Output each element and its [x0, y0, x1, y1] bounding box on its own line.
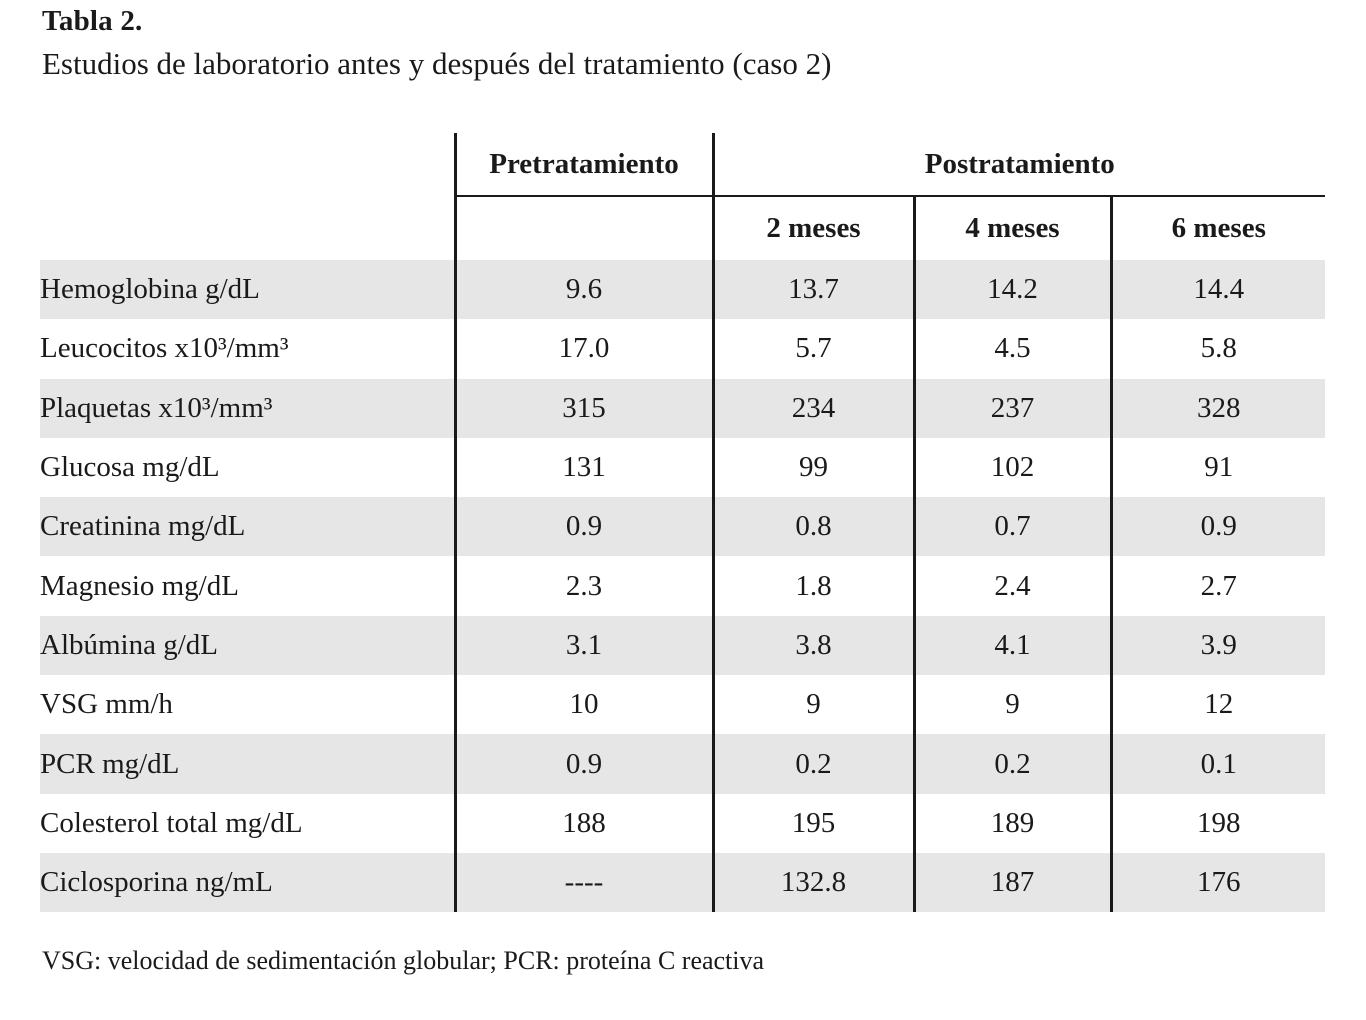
- row-label: Magnesio mg/dL: [40, 556, 457, 616]
- cell-pre: 131: [455, 437, 715, 498]
- header-group-row: Pretratamiento Postratamiento: [40, 133, 1326, 197]
- lab-results-table: Pretratamiento Postratamiento 2 meses 4 …: [40, 133, 1326, 913]
- row-label: Glucosa mg/dL: [40, 437, 457, 498]
- row-label: Plaquetas x10³/mm³: [40, 378, 457, 438]
- cell-6m: 328: [1111, 378, 1326, 438]
- cell-6m: 5.8: [1200, 332, 1237, 365]
- table-row: Glucosa mg/dL 131 99 102 91: [40, 437, 1325, 498]
- cell-pre: 0.9: [455, 497, 715, 557]
- table-row: PCR mg/dL 0.9 0.2 0.2 0.1: [40, 734, 1326, 794]
- cell-6m: 176: [1111, 852, 1326, 913]
- cell-6m: 198: [1197, 806, 1241, 839]
- cell-4m: 102: [914, 437, 1113, 498]
- cell-pre: 17.0: [455, 319, 715, 379]
- table-subtitle: Estudios de laboratorio antes y después …: [42, 46, 832, 81]
- table-row: Plaquetas x10³/mm³ 315 234 237 328: [40, 378, 1326, 438]
- row-label: Leucocitos x10³/mm³: [40, 319, 457, 379]
- cell-4m: 14.2: [914, 260, 1113, 320]
- row-label: Colesterol total mg/dL: [40, 793, 457, 853]
- cell-2m: 234: [713, 378, 916, 438]
- row-label: Hemoglobina g/dL: [40, 260, 457, 320]
- cell-pre: 10: [455, 675, 715, 735]
- row-label: PCR mg/dL: [40, 734, 457, 794]
- row-label: Creatinina mg/dL: [40, 497, 457, 557]
- cell-pre: 2.3: [455, 556, 715, 616]
- subheader-pre-blank-cell: [455, 196, 715, 260]
- cell-4m: 2.4: [914, 556, 1113, 616]
- row-label: Albúmina g/dL: [40, 615, 457, 676]
- cell-4m: 9: [914, 675, 1113, 735]
- table-row: VSG mm/h 10 9 9 12: [40, 675, 1325, 735]
- cell-2m: 13.7: [713, 260, 916, 320]
- cell-pre: 315: [455, 378, 715, 438]
- row-label: Ciclosporina ng/mL: [40, 852, 457, 913]
- header-postratamiento: Postratamiento: [713, 133, 1326, 197]
- header-pretratamiento: Pretratamiento: [455, 133, 715, 197]
- cell-4m: 189: [914, 793, 1113, 853]
- cell-2m: 1.8: [713, 556, 916, 616]
- header-corner-cell: [40, 133, 457, 196]
- cell-4m: 4.1: [914, 615, 1113, 676]
- cell-pre: 9.6: [455, 260, 715, 320]
- cell-4m: 237: [914, 378, 1113, 438]
- cell-6m: 0.9: [1111, 497, 1326, 557]
- table-row: Ciclosporina ng/mL ---- 132.8 187 176: [40, 852, 1326, 913]
- cell-4m: 4.5: [914, 319, 1113, 379]
- cell-6m: 3.9: [1111, 615, 1326, 676]
- subheader-2-meses: 2 meses: [713, 196, 916, 260]
- cell-2m: 0.8: [713, 497, 916, 557]
- cell-2m: 9: [713, 675, 916, 735]
- cell-6m: 2.7: [1200, 569, 1237, 602]
- table-footnote: VSG: velocidad de sedimentación globular…: [42, 946, 765, 975]
- cell-pre: ----: [455, 852, 715, 913]
- cell-pre: 3.1: [455, 615, 715, 676]
- table-body: Hemoglobina g/dL 9.6 13.7 14.2 14.4 Leuc…: [40, 260, 1326, 913]
- row-label: VSG mm/h: [40, 675, 457, 735]
- cell-6m: 12: [1204, 688, 1234, 721]
- cell-2m: 132.8: [713, 852, 916, 913]
- cell-6m: 91: [1204, 451, 1234, 484]
- table-title: Tabla 2.: [42, 5, 143, 37]
- cell-4m: 0.7: [914, 497, 1113, 557]
- cell-6m: 0.1: [1111, 734, 1326, 794]
- cell-4m: 187: [914, 852, 1113, 913]
- cell-2m: 99: [713, 437, 916, 498]
- table-row: Hemoglobina g/dL 9.6 13.7 14.2 14.4: [40, 260, 1326, 320]
- table-row: Leucocitos x10³/mm³ 17.0 5.7 4.5 5.8: [40, 319, 1325, 379]
- header-sub-row: 2 meses 4 meses 6 meses: [40, 196, 1325, 260]
- subheader-6-meses: 6 meses: [1171, 212, 1266, 244]
- cell-pre: 188: [455, 793, 715, 853]
- table-row: Magnesio mg/dL 2.3 1.8 2.4 2.7: [40, 556, 1325, 616]
- cell-pre: 0.9: [455, 734, 715, 794]
- cell-6m: 14.4: [1111, 260, 1326, 320]
- cell-4m: 0.2: [914, 734, 1113, 794]
- subheader-corner-cell: [40, 196, 457, 260]
- cell-2m: 3.8: [713, 615, 916, 676]
- cell-2m: 195: [713, 793, 916, 853]
- table-row: Creatinina mg/dL 0.9 0.8 0.7 0.9: [40, 497, 1326, 557]
- table-header: Pretratamiento Postratamiento 2 meses 4 …: [40, 133, 1326, 260]
- subheader-4-meses: 4 meses: [914, 196, 1113, 260]
- table-row: Albúmina g/dL 3.1 3.8 4.1 3.9: [40, 615, 1326, 676]
- cell-2m: 5.7: [713, 319, 916, 379]
- cell-2m: 0.2: [713, 734, 916, 794]
- table-row: Colesterol total mg/dL 188 195 189 198: [40, 793, 1325, 853]
